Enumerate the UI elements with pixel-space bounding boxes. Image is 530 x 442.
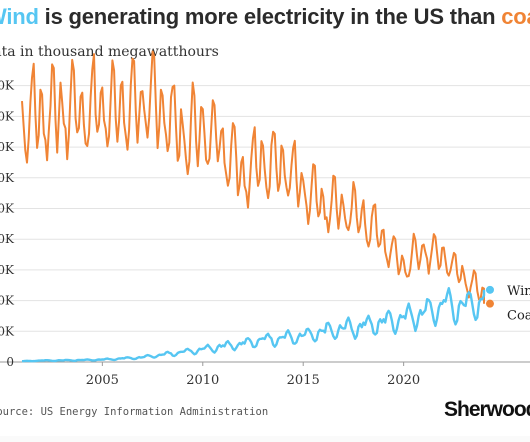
line-chart: 0 20,000K 40,000K 60,000K 80,000K 100,000K 120… [0,50,530,388]
y-tick-label: 100,000K [0,201,15,215]
x-tick-label: 2010 [186,373,219,388]
coal-end-label: Coal [507,309,530,324]
chart-subtitle: Data in thousand megawatthours [0,44,219,60]
wind-series-line [21,287,486,363]
x-tick-label: 2020 [387,373,420,388]
x-tick-label: 2015 [287,373,320,388]
y-tick-label: 120,000K [0,171,15,185]
chart-title: Wind is generating more electricity in t… [0,4,530,30]
y-tick-label: 140,000K [0,140,15,154]
footer-divider [0,436,530,442]
x-tick-label: 2005 [86,373,119,388]
y-tick-label: 180,000K [0,79,15,93]
wind-end-label: Wind [507,284,530,299]
y-tick-label: 80,000K [0,232,15,246]
y-tick-label: 60,000K [0,263,15,277]
y-tick-label: 20,000K [0,324,15,338]
coal-end-marker [485,299,494,308]
y-tick-label: 0 [6,355,14,369]
y-tick-label: 160,000K [0,109,15,123]
brand-logo: Sherwood [444,398,530,421]
y-tick-label: 40,000K [0,294,15,308]
coal-series-line [21,50,485,304]
title-coal-word: coal [501,4,530,29]
title-middle: is generating more electricity in the US… [38,4,502,29]
wind-end-marker [485,285,494,294]
title-wind-word: Wind [0,4,39,29]
source-note: Source: US Energy Information Administra… [0,406,269,418]
